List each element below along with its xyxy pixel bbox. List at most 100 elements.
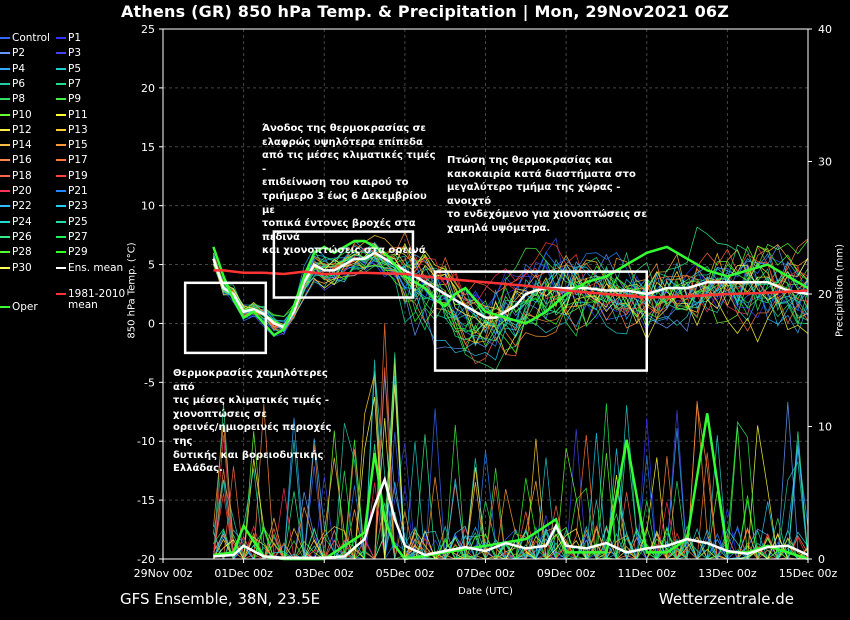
legend-entry: P18 (0, 169, 32, 183)
legend-entry: P14 (0, 140, 32, 152)
y-tick-label: 15 (141, 141, 155, 154)
y2-tick-label: 10 (818, 421, 832, 434)
legend-label: P13 (68, 123, 88, 136)
legend-swatch (0, 220, 10, 223)
legend-swatch (0, 113, 10, 116)
legend-label: P16 (12, 154, 32, 167)
legend-label: P1 (68, 32, 82, 44)
y-axis-label: 850 hPa Temp. (°C) (126, 242, 138, 339)
legend-label: P21 (68, 185, 88, 197)
legend-swatch (56, 82, 66, 85)
y-tick-label: 5 (148, 259, 155, 272)
legend-entry: Oper (0, 302, 38, 314)
legend-swatch (56, 37, 66, 39)
legend-entry: P4 (0, 63, 25, 76)
annotation-boxes-layer (183, 230, 648, 372)
legend-entry: P27 (56, 231, 88, 244)
legend-label: P19 (68, 169, 88, 182)
legend-label: P5 (68, 62, 82, 75)
box-warm-period (272, 230, 415, 299)
legend-swatch (56, 251, 66, 254)
member-temp-line (213, 245, 809, 347)
legend-entry: P10 (0, 109, 32, 122)
legend-entry: P28 (0, 247, 32, 259)
legend-swatch (56, 190, 66, 192)
legend-swatch (0, 235, 10, 238)
legend-label: P2 (12, 47, 26, 60)
y2-axis-label: Precipitation (mm) (834, 244, 846, 337)
legend-entry: P22 (0, 201, 32, 213)
legend-label: P14 (12, 139, 32, 152)
legend-swatch (56, 144, 66, 147)
x-axis-label: Date (UTC) (458, 586, 513, 597)
legend-swatch (0, 37, 10, 39)
x-tick-label: 29Nov 00z (134, 567, 193, 580)
legend-swatch (56, 205, 66, 208)
x-tick-label: 05Dec 00z (376, 567, 435, 580)
legend-swatch (0, 67, 10, 70)
series-line-1981-2010-mean (213, 269, 809, 299)
x-tick-label: 09Dec 00z (537, 567, 596, 580)
member-precip-line (213, 438, 809, 560)
x-tick-label: 03Dec 00z (295, 567, 354, 580)
legend-label: P15 (68, 139, 88, 152)
box-initial-cold (183, 281, 268, 355)
legend-swatch (56, 128, 66, 131)
legend-swatch (0, 82, 10, 85)
legend-entry: P3 (56, 48, 81, 60)
legend-entry: P1 (56, 33, 81, 45)
legend-entry: P8 (0, 94, 25, 106)
legend-swatch (0, 98, 10, 101)
legend-label: P22 (12, 200, 32, 213)
legend-label: P24 (12, 215, 32, 228)
legend-label: P25 (68, 215, 88, 228)
legend-entry: P23 (56, 201, 88, 213)
annotation-cold-period: Πτώση της θερμοκρασίας και κακοκαιρία κα… (447, 155, 647, 234)
x-tick-label: 15Dec 00z (779, 567, 838, 580)
legend-entry: P25 (56, 215, 88, 229)
legend-swatch (0, 251, 10, 254)
x-tick-label: 07Dec 00z (456, 567, 515, 580)
y2-tick-label: 20 (818, 288, 832, 301)
legend-entry: P24 (0, 215, 32, 229)
legend-swatch (0, 128, 10, 131)
y2-tick-label: 0 (818, 553, 825, 566)
x-tick-label: 01Dec 00z (214, 567, 273, 580)
legend-swatch (56, 235, 66, 238)
legend-label: P29 (68, 246, 88, 259)
legend-entry: P29 (56, 247, 88, 259)
member-precip-line (213, 400, 808, 561)
legend-label: Control (12, 32, 50, 44)
legend-entry: P17 (56, 155, 88, 167)
legend-entry: P12 (0, 123, 32, 137)
legend-swatch (56, 98, 66, 101)
legend-swatch (0, 205, 10, 208)
legend-entry: Ens. mean (56, 262, 123, 275)
legend-label: P9 (68, 93, 82, 106)
legend-label: P12 (12, 123, 32, 136)
legend-entry: Control (0, 33, 50, 45)
legend-label: P20 (12, 185, 32, 197)
legend-entry: P26 (0, 230, 32, 244)
annotation-initial-cold: Θερμοκρασίες χαμηλότερες από τις μέσες κ… (173, 368, 332, 475)
x-tick-label: 11Dec 00z (617, 567, 676, 580)
y-tick-label: -20 (137, 553, 155, 566)
legend-label: P30 (12, 261, 32, 274)
axis-layer: -20 -15 -10 -5 0 5 10 15 20 25 0 10 20 30 40 29Nov 00z 0… (134, 23, 838, 597)
x-tick-label: 13Dec 00z (698, 567, 757, 580)
legend-label: P3 (68, 47, 82, 60)
legend-entry: P7 (56, 78, 81, 91)
legend-swatch (0, 174, 10, 177)
legend-entry: P2 (0, 48, 25, 60)
legend-entry: P5 (56, 62, 82, 76)
legend-label: P18 (12, 169, 32, 182)
y-tick-label: -5 (144, 376, 155, 389)
box-cold-period (433, 270, 648, 372)
source-credit: Wetterzentrale.de (658, 590, 794, 608)
legend-label: P26 (12, 230, 32, 243)
legend-swatch (56, 174, 66, 177)
precip-mean-line (213, 475, 809, 559)
legend-label: Oper (12, 301, 38, 314)
legend-entry: P9 (56, 94, 81, 106)
